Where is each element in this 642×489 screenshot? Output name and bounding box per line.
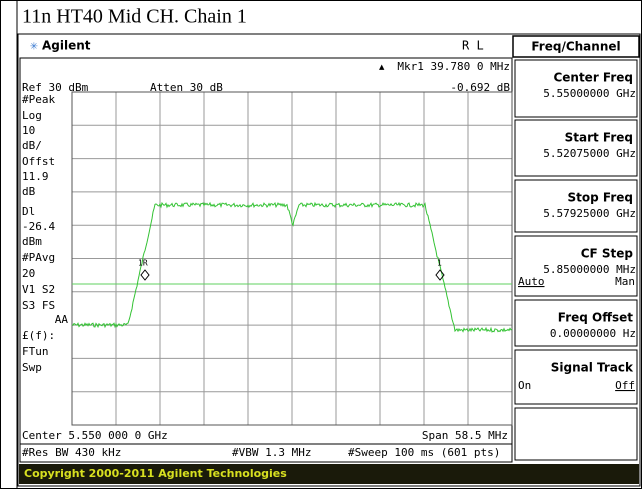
copyright: Copyright 2000-2011 Agilent Technologies — [24, 467, 287, 480]
menu-label[interactable]: CF Step — [581, 247, 634, 261]
menu-value: 5.57925000 GHz — [543, 207, 636, 220]
marker-diamond — [435, 269, 445, 281]
left-label: V1 S2 — [22, 283, 55, 296]
left-labels: #Peak Log 10 dB/Offst 11.9 dB Dl -26.4 dBm #PAvg 2… — [22, 93, 68, 374]
menu-option[interactable]: Off — [615, 379, 635, 392]
mode: R L — [462, 39, 484, 53]
menu-value: 5.85000000 MHz — [543, 263, 636, 276]
logo-star: ✳ — [30, 39, 38, 54]
vbw: #VBW 1.3 MHz — [232, 446, 311, 459]
sweep: #Sweep 100 ms (601 pts) — [348, 446, 500, 459]
left-label: S3 FS — [22, 299, 55, 312]
left-label: 20 — [22, 267, 35, 280]
left-label: Log — [22, 109, 42, 122]
menu-button[interactable] — [514, 235, 638, 297]
left-label: dBm — [22, 235, 42, 248]
menu-option[interactable]: On — [518, 379, 531, 392]
left-label: 10 — [22, 124, 35, 137]
left-label: Dl — [22, 205, 35, 218]
menu-label[interactable]: Signal Track — [551, 361, 634, 375]
marker-label: 1 — [437, 259, 442, 268]
left-label: dB/ — [22, 139, 42, 152]
menu-value: 5.55000000 GHz — [543, 87, 636, 100]
menu: Center Freq 5.55000000 GHz Start Freq 5.520… — [514, 59, 638, 461]
plot-box — [71, 91, 513, 426]
menu-value: 0.00000000 Hz — [550, 327, 636, 340]
center: Center 5.550 000 0 GHz — [22, 429, 168, 442]
trace — [71, 201, 513, 333]
left-label: FTun — [22, 345, 49, 358]
copyright-bar — [19, 464, 639, 484]
marker: Mkr1 39.780 0 MHz — [397, 60, 510, 73]
marker-value: -0.692 dB — [450, 81, 510, 94]
title: 11n HT40 Mid CH. Chain 1 — [22, 6, 247, 28]
menu-button[interactable] — [514, 299, 638, 347]
ref-level: Ref 30 dBm — [22, 81, 89, 94]
left-label: dB — [22, 185, 36, 198]
menu-title-box — [512, 35, 640, 58]
span: Span 58.5 MHz — [422, 429, 508, 442]
left-label: -26.4 — [22, 220, 55, 233]
menu-label[interactable]: Freq Offset — [558, 311, 633, 325]
menu-value: 5.52075000 GHz — [543, 147, 636, 160]
left-label: Offst — [22, 155, 55, 168]
left-label: AA — [55, 313, 69, 326]
menu-label[interactable]: Start Freq — [565, 131, 633, 145]
menu-option[interactable]: Man — [615, 275, 635, 288]
menu-button — [514, 407, 638, 461]
attenuation: Atten 30 dB — [150, 81, 223, 94]
menu-option[interactable]: Auto — [518, 275, 545, 288]
res-bw: #Res BW 430 kHz — [22, 446, 121, 459]
left-label: 11.9 — [22, 170, 49, 183]
marker-diamond — [140, 269, 150, 281]
left-label: £(f): — [22, 329, 55, 342]
menu-label[interactable]: Stop Freq — [568, 191, 633, 205]
left-label: #PAvg — [22, 251, 55, 264]
brand: Agilent — [42, 39, 91, 53]
marker-label: 1R — [138, 259, 148, 268]
left-label: Swp — [22, 361, 42, 374]
menu-title: Freq/Channel — [531, 40, 620, 54]
delta-icon: ▲ — [379, 63, 385, 73]
menu-button[interactable] — [514, 349, 638, 405]
menu-button[interactable] — [514, 179, 638, 233]
menu-button[interactable] — [514, 119, 638, 177]
menu-button[interactable] — [514, 59, 638, 118]
menu-label[interactable]: Center Freq — [553, 71, 633, 85]
left-label: #Peak — [22, 93, 55, 106]
